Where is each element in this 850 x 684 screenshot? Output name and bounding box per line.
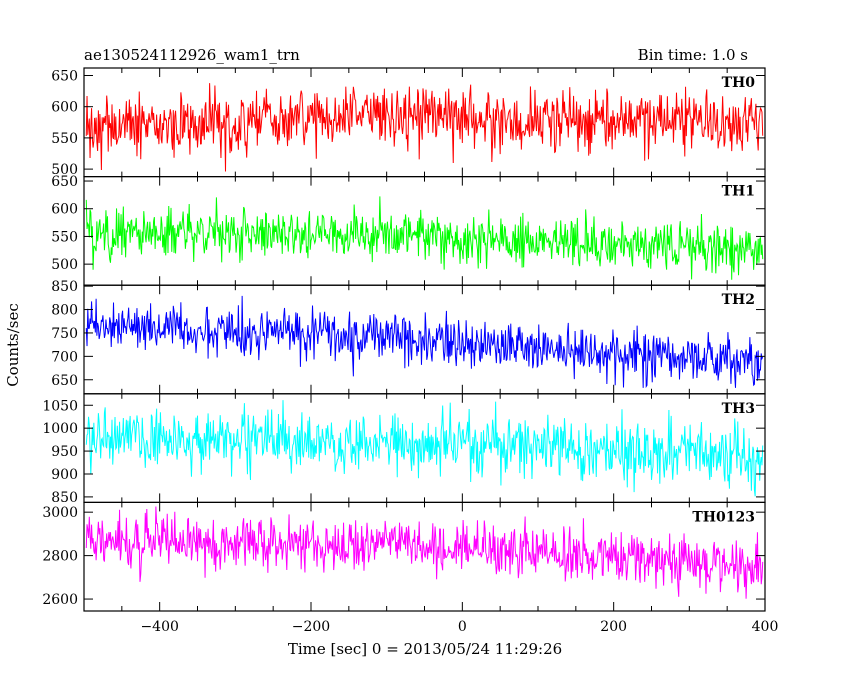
x-tick-label: −400 (140, 619, 178, 635)
y-axis-label: Counts/sec (4, 303, 22, 387)
y-tick-label: 850 (51, 490, 78, 506)
panel-label: TH2 (722, 292, 755, 308)
x-tick-label: 0 (458, 619, 467, 635)
x-tick-label: 200 (600, 619, 627, 635)
x-axis: −400 −200 0 200 400 (140, 619, 778, 635)
panel-label: TH1 (722, 184, 755, 200)
y-tick-label: 700 (51, 349, 78, 365)
y-tick-label: 500 (51, 257, 78, 273)
panel-frame (83, 176, 766, 286)
y-tick-label: 500 (51, 162, 78, 178)
series-line-th0 (85, 83, 764, 172)
y-tick-label: 900 (51, 467, 78, 483)
y-tick-label: 3000 (42, 505, 78, 521)
panel-label: TH0123 (692, 509, 755, 525)
y-tick-label: 950 (51, 444, 78, 460)
panel-label: TH3 (722, 401, 755, 417)
y-tick-label: 650 (51, 174, 78, 190)
panel-th0: 500 550 600 650 TH0 (51, 67, 766, 178)
y-tick-label: 1050 (42, 398, 78, 414)
series-line-th0123 (85, 506, 764, 599)
y-tick-label: 600 (51, 202, 78, 218)
y-tick-label: 2800 (42, 549, 78, 565)
x-tick-label: −200 (292, 619, 330, 635)
y-tick-label: 800 (51, 303, 78, 319)
bin-time-label: Bin time: 1.0 s (638, 46, 748, 64)
panel-th2: 650 700 750 800 850 TH2 (51, 279, 766, 395)
x-tick-label: 400 (752, 619, 779, 635)
series-line-th1 (85, 196, 764, 280)
y-tick-label: 2600 (42, 592, 78, 608)
panel-th1: 500 550 600 650 TH1 (51, 174, 766, 286)
series-line-th2 (85, 295, 764, 389)
x-axis-label: Time [sec] 0 = 2013/05/24 11:29:26 (288, 640, 562, 658)
panel-th3: 850 900 950 1000 1050 TH3 (42, 393, 766, 506)
y-tick-label: 650 (51, 68, 78, 84)
y-tick-label: 600 (51, 100, 78, 116)
chart-title: ae130524112926_wam1_trn (84, 46, 300, 64)
y-tick-label: 1000 (42, 421, 78, 437)
series-line-th3 (85, 400, 764, 497)
y-tick-label: 550 (51, 229, 78, 245)
y-tick-label: 850 (51, 279, 78, 295)
panels-group: 500 550 600 650 TH0 500 550 600 650 TH1 650 700 750 8… (42, 67, 766, 612)
panel-th0123: 2600 2800 3000 TH0123 (42, 501, 766, 612)
y-tick-label: 550 (51, 131, 78, 147)
panel-label: TH0 (722, 75, 756, 91)
panel-frame (83, 67, 766, 178)
y-tick-label: 650 (51, 373, 78, 389)
y-tick-label: 750 (51, 326, 78, 342)
